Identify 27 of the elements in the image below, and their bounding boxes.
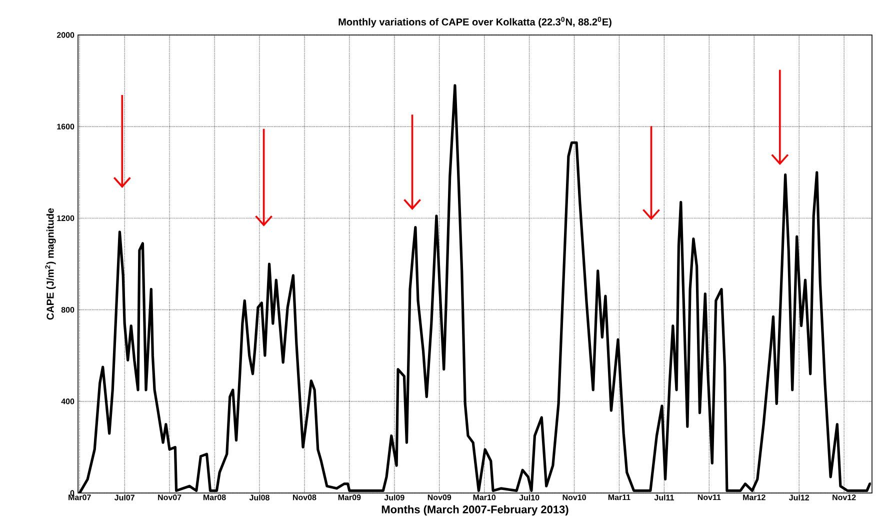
- y-axis-title: CAPE (J/m$^{2}$) magnitude: [45, 208, 56, 320]
- x-tick-label: Mar09: [338, 494, 361, 500]
- x-tick-label: Mar12: [743, 494, 766, 500]
- x-tick-label: Nov11: [698, 494, 721, 500]
- x-tick-label: Jul11: [654, 494, 674, 500]
- x-tick-label: Mar07: [68, 494, 91, 500]
- x-tick-label: Nov10: [562, 494, 586, 500]
- x-tick-label: Nov09: [428, 494, 452, 500]
- x-tick-label: Nov12: [832, 494, 856, 500]
- x-tick-label: Mar08: [203, 494, 226, 500]
- y-tick-label: 800: [61, 306, 74, 313]
- x-tick-label: Jul10: [519, 494, 540, 500]
- x-tick-label: Mar10: [473, 494, 496, 500]
- x-tick-label: Nov07: [158, 494, 182, 500]
- y-tick-label: 0: [70, 490, 74, 496]
- x-tick-label: Mar11: [608, 494, 630, 500]
- x-axis-title: Months (March 2007-February 2013): [382, 505, 568, 516]
- y-tick-label: 1600: [57, 124, 74, 130]
- x-tick-label: Jul12: [789, 494, 810, 500]
- x-tick-label: Jul08: [249, 494, 270, 500]
- y-tick-label: 400: [61, 398, 74, 404]
- y-tick-label: 2000: [56, 32, 74, 38]
- x-tick-label: Jul09: [384, 494, 404, 500]
- chart-title: Monthly variations of CAPE over Kolkatta (22.3$^{0}$N, 88.2$^{0}$E): [338, 16, 612, 28]
- x-tick-label: Jul07: [114, 494, 134, 500]
- x-tick-label: Nov08: [292, 494, 316, 500]
- y-tick-label: 1200: [57, 215, 74, 222]
